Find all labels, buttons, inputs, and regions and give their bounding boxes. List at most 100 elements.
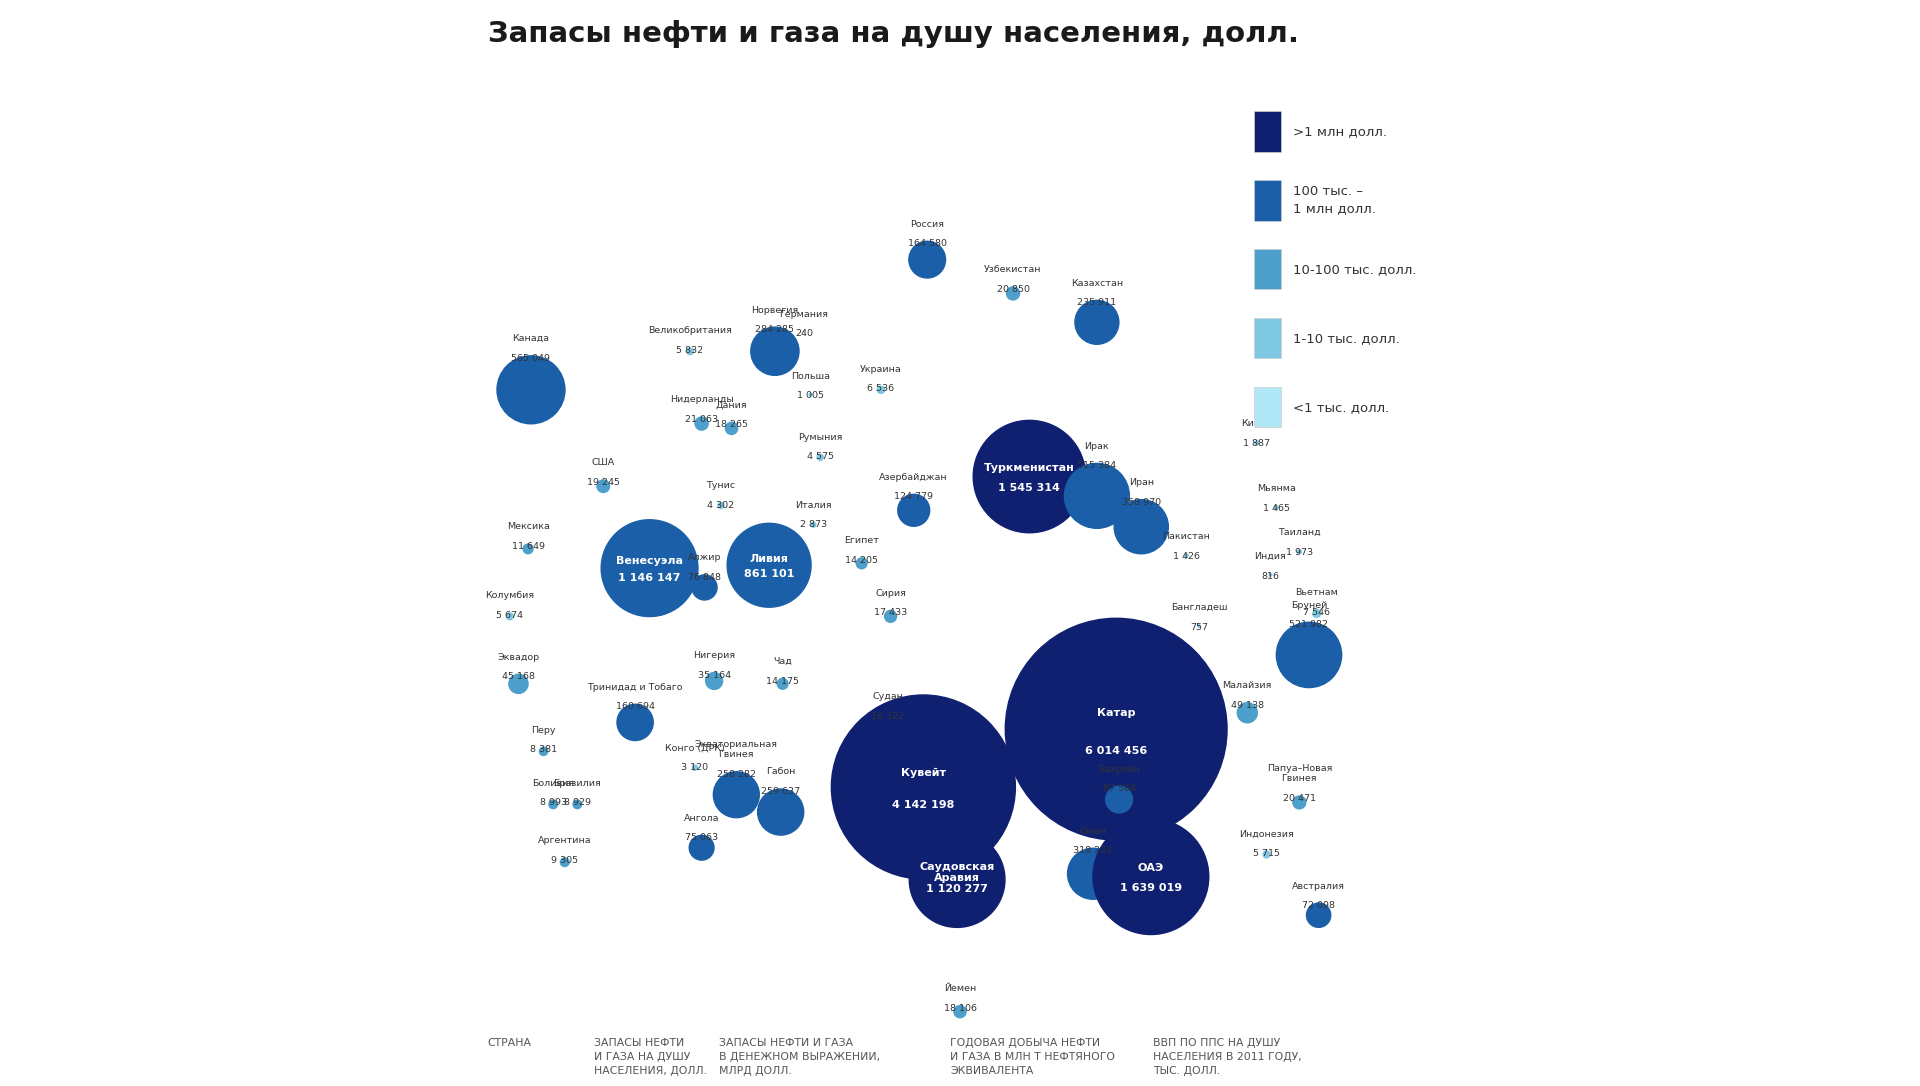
Text: Россия: Россия xyxy=(910,219,945,229)
Text: 75 063: 75 063 xyxy=(685,833,718,843)
Text: 18 106: 18 106 xyxy=(943,1003,977,1012)
Text: 2 873: 2 873 xyxy=(801,520,828,529)
Text: Китай: Китай xyxy=(1242,419,1273,428)
Text: ЗАПАСЫ НЕФТИ
И ГАЗА НА ДУШУ
НАСЕЛЕНИЯ, ДОЛЛ.: ЗАПАСЫ НЕФТИ И ГАЗА НА ДУШУ НАСЕЛЕНИЯ, Д… xyxy=(593,1038,707,1076)
Text: Эквадор: Эквадор xyxy=(497,653,540,661)
Text: 19 245: 19 245 xyxy=(588,478,620,487)
Text: 521 982: 521 982 xyxy=(1290,620,1329,629)
Text: Бруней: Бруней xyxy=(1290,601,1327,609)
Circle shape xyxy=(1236,703,1258,723)
Circle shape xyxy=(1006,618,1227,839)
Text: 14 175: 14 175 xyxy=(766,677,799,685)
Text: Румыния: Румыния xyxy=(799,432,843,442)
Text: Мексика: Мексика xyxy=(507,522,549,531)
Text: 87 564: 87 564 xyxy=(1102,784,1135,793)
Text: Перу: Перу xyxy=(532,725,555,734)
Text: Мьянма: Мьянма xyxy=(1258,484,1296,493)
Text: Канада: Канада xyxy=(513,334,549,343)
Text: Туркменистан: Туркменистан xyxy=(985,463,1075,473)
Circle shape xyxy=(695,417,708,430)
Text: Иран: Иран xyxy=(1129,478,1154,488)
Circle shape xyxy=(1263,851,1269,858)
Text: 164 580: 164 580 xyxy=(908,239,947,249)
Text: 35 164: 35 164 xyxy=(697,670,732,680)
Text: <1 тыс. долл.: <1 тыс. долл. xyxy=(1292,401,1388,414)
Text: Венесуэла: Венесуэла xyxy=(616,556,684,566)
Circle shape xyxy=(714,772,758,818)
Text: 1 465: 1 465 xyxy=(1263,504,1290,513)
Text: 3 120: 3 120 xyxy=(682,763,708,772)
Text: Германия: Германия xyxy=(780,310,828,318)
Text: Ангола: Ангола xyxy=(684,813,720,823)
Circle shape xyxy=(1114,500,1169,554)
Circle shape xyxy=(1277,622,1342,687)
Circle shape xyxy=(572,800,582,809)
Text: Малайзия: Малайзия xyxy=(1223,681,1271,691)
Circle shape xyxy=(1106,786,1133,813)
Text: 1 639 019: 1 639 019 xyxy=(1119,883,1183,893)
Text: Тунис: Тунис xyxy=(707,481,735,490)
Text: 18 265: 18 265 xyxy=(714,420,749,429)
Text: 1 146 147: 1 146 147 xyxy=(618,572,682,583)
Circle shape xyxy=(691,574,716,599)
Circle shape xyxy=(908,241,945,278)
Text: Италия: Италия xyxy=(795,501,831,509)
Text: 100 тыс. –
1 млн долл.: 100 тыс. – 1 млн долл. xyxy=(1292,186,1375,215)
Text: 259 637: 259 637 xyxy=(760,787,801,796)
Text: 1 426: 1 426 xyxy=(1173,552,1200,561)
Circle shape xyxy=(1269,573,1271,577)
Text: 20 471: 20 471 xyxy=(1283,794,1315,803)
Text: ГОДОВАЯ ДОБЫЧА НЕФТИ
И ГАЗА В МЛН Т НЕФТЯНОГО
ЭКВИВАЛЕНТА: ГОДОВАЯ ДОБЫЧА НЕФТИ И ГАЗА В МЛН Т НЕФТ… xyxy=(950,1038,1116,1076)
Circle shape xyxy=(1275,506,1279,509)
Text: СТРАНА: СТРАНА xyxy=(488,1038,532,1048)
Text: 1 545 314: 1 545 314 xyxy=(998,483,1060,493)
Text: Бразилия: Бразилия xyxy=(553,779,601,787)
Text: 515 384: 515 384 xyxy=(1077,462,1116,470)
Text: Египет: Египет xyxy=(845,536,879,545)
Text: Конго (ДРК): Конго (ДРК) xyxy=(664,744,724,753)
Circle shape xyxy=(1185,554,1188,557)
FancyBboxPatch shape xyxy=(1254,180,1281,220)
Circle shape xyxy=(718,503,724,508)
Circle shape xyxy=(778,679,787,690)
Text: 5 715: 5 715 xyxy=(1254,849,1281,858)
Text: ОАЭ: ОАЭ xyxy=(1139,863,1164,873)
Text: 7 546: 7 546 xyxy=(1304,607,1331,617)
Circle shape xyxy=(497,356,564,424)
FancyBboxPatch shape xyxy=(1254,111,1281,152)
Text: 11 649: 11 649 xyxy=(511,542,545,551)
Text: 16 322: 16 322 xyxy=(872,711,904,721)
FancyBboxPatch shape xyxy=(1254,249,1281,290)
Circle shape xyxy=(1306,904,1331,927)
Circle shape xyxy=(549,800,557,809)
Circle shape xyxy=(687,348,693,355)
Circle shape xyxy=(616,705,653,741)
Text: Дания: Дания xyxy=(716,401,747,409)
Text: Запасы нефти и газа на душу населения, долл.: Запасы нефти и газа на душу населения, д… xyxy=(488,20,1298,48)
Text: Индонезия: Индонезия xyxy=(1238,830,1294,838)
Text: Норвегия: Норвегия xyxy=(751,305,799,315)
Text: Алжир: Алжир xyxy=(687,554,722,563)
Text: 240: 240 xyxy=(795,329,812,339)
Text: 565 049: 565 049 xyxy=(511,354,551,363)
Text: Сирия: Сирия xyxy=(876,589,906,598)
Text: Узбекистан: Узбекистан xyxy=(985,265,1043,275)
Text: 1 887: 1 887 xyxy=(1244,439,1271,447)
Circle shape xyxy=(881,714,893,725)
Text: Аргентина: Аргентина xyxy=(538,836,591,845)
Circle shape xyxy=(808,393,812,396)
Circle shape xyxy=(1068,848,1119,899)
Circle shape xyxy=(818,454,824,460)
Circle shape xyxy=(1256,441,1260,445)
Text: Габон: Габон xyxy=(766,768,795,776)
Text: Нигерия: Нигерия xyxy=(693,651,735,660)
Text: 8 381: 8 381 xyxy=(530,745,557,755)
Circle shape xyxy=(910,832,1004,927)
Circle shape xyxy=(899,494,929,527)
Circle shape xyxy=(597,480,609,492)
Text: 20 850: 20 850 xyxy=(996,285,1029,294)
Circle shape xyxy=(1006,287,1020,300)
Text: Польша: Польша xyxy=(791,371,829,381)
Text: Казахстан: Казахстан xyxy=(1071,279,1123,288)
Circle shape xyxy=(540,747,547,756)
